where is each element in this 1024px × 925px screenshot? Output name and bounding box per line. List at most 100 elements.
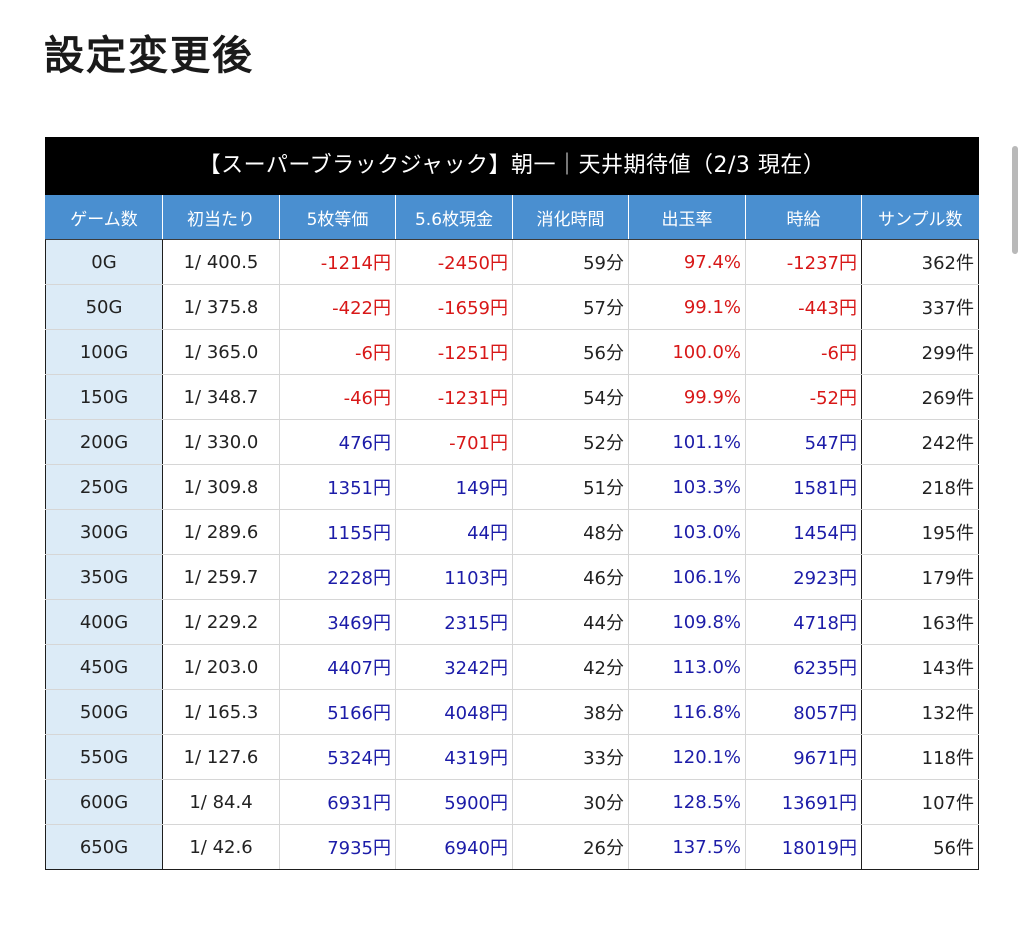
column-header-game-count: ゲーム数 [45, 195, 163, 240]
column-header-sample-count: サンプル数 [861, 195, 979, 240]
cell-first-hit: 1/ 365.0 [162, 329, 280, 375]
cell-hourly-wage: 547円 [745, 419, 862, 465]
vertical-scrollbar[interactable] [1012, 146, 1018, 254]
cell-play-time: 57分 [512, 284, 629, 330]
table-row: 0G 1/ 400.5 -1214円 -2450円 59分 97.4% -1237円 362件 [45, 239, 979, 285]
cell-5-6-coin-cash: 149円 [395, 464, 513, 510]
cell-first-hit: 1/ 229.2 [162, 599, 280, 645]
cell-first-hit: 1/ 348.7 [162, 374, 280, 420]
cell-payout-rate: 103.0% [628, 509, 746, 555]
table-row: 350G 1/ 259.7 2228円 1103円 46分 106.1% 2923円 179件 [45, 554, 979, 600]
cell-payout-rate: 100.0% [628, 329, 746, 375]
cell-game-count: 400G [45, 599, 163, 645]
cell-sample-count: 163件 [861, 599, 979, 645]
cell-play-time: 48分 [512, 509, 629, 555]
cell-5-coin-equal: 6931円 [279, 779, 396, 825]
cell-first-hit: 1/ 375.8 [162, 284, 280, 330]
cell-play-time: 59分 [512, 239, 629, 285]
table-row: 400G 1/ 229.2 3469円 2315円 44分 109.8% 4718円 163件 [45, 599, 979, 645]
cell-game-count: 550G [45, 734, 163, 780]
cell-first-hit: 1/ 42.6 [162, 824, 280, 870]
cell-hourly-wage: 9671円 [745, 734, 862, 780]
cell-payout-rate: 99.9% [628, 374, 746, 420]
cell-game-count: 250G [45, 464, 163, 510]
cell-payout-rate: 116.8% [628, 689, 746, 735]
cell-5-6-coin-cash: 4319円 [395, 734, 513, 780]
cell-sample-count: 362件 [861, 239, 979, 285]
cell-play-time: 26分 [512, 824, 629, 870]
cell-5-coin-equal: 1351円 [279, 464, 396, 510]
expected-value-table: 【スーパーブラックジャック】朝一｜天井期待値（2/3 現在） ゲーム数 初当たり… [45, 137, 979, 870]
cell-play-time: 52分 [512, 419, 629, 465]
cell-hourly-wage: 13691円 [745, 779, 862, 825]
cell-game-count: 450G [45, 644, 163, 690]
cell-game-count: 0G [45, 239, 163, 285]
cell-first-hit: 1/ 400.5 [162, 239, 280, 285]
cell-5-6-coin-cash: -2450円 [395, 239, 513, 285]
cell-5-6-coin-cash: 4048円 [395, 689, 513, 735]
cell-hourly-wage: -443円 [745, 284, 862, 330]
column-header-payout-rate: 出玉率 [628, 195, 746, 240]
cell-5-6-coin-cash: 5900円 [395, 779, 513, 825]
cell-5-6-coin-cash: -1231円 [395, 374, 513, 420]
cell-hourly-wage: -52円 [745, 374, 862, 420]
table-row: 250G 1/ 309.8 1351円 149円 51分 103.3% 1581円 218件 [45, 464, 979, 510]
cell-payout-rate: 106.1% [628, 554, 746, 600]
column-header-hourly-wage: 時給 [745, 195, 862, 240]
cell-hourly-wage: 8057円 [745, 689, 862, 735]
cell-play-time: 56分 [512, 329, 629, 375]
cell-5-6-coin-cash: 44円 [395, 509, 513, 555]
cell-5-coin-equal: 4407円 [279, 644, 396, 690]
table-row: 200G 1/ 330.0 476円 -701円 52分 101.1% 547円 242件 [45, 419, 979, 465]
column-header-5-6-coin-cash: 5.6枚現金 [395, 195, 513, 240]
cell-play-time: 46分 [512, 554, 629, 600]
cell-payout-rate: 97.4% [628, 239, 746, 285]
cell-game-count: 200G [45, 419, 163, 465]
cell-play-time: 42分 [512, 644, 629, 690]
cell-5-6-coin-cash: -1659円 [395, 284, 513, 330]
cell-first-hit: 1/ 330.0 [162, 419, 280, 465]
cell-first-hit: 1/ 309.8 [162, 464, 280, 510]
column-header-first-hit: 初当たり [162, 195, 280, 240]
cell-5-6-coin-cash: -701円 [395, 419, 513, 465]
cell-play-time: 33分 [512, 734, 629, 780]
page-title: 設定変更後 [44, 33, 254, 79]
cell-game-count: 600G [45, 779, 163, 825]
cell-play-time: 51分 [512, 464, 629, 510]
cell-payout-rate: 101.1% [628, 419, 746, 465]
table-header-row: ゲーム数 初当たり 5枚等価 5.6枚現金 消化時間 出玉率 時給 サンプル数 [45, 195, 979, 240]
cell-game-count: 50G [45, 284, 163, 330]
expected-value-table-container: 【スーパーブラックジャック】朝一｜天井期待値（2/3 現在） ゲーム数 初当たり… [45, 137, 979, 870]
cell-game-count: 650G [45, 824, 163, 870]
cell-payout-rate: 120.1% [628, 734, 746, 780]
cell-5-coin-equal: 1155円 [279, 509, 396, 555]
cell-first-hit: 1/ 84.4 [162, 779, 280, 825]
cell-payout-rate: 137.5% [628, 824, 746, 870]
cell-first-hit: 1/ 127.6 [162, 734, 280, 780]
cell-5-coin-equal: 476円 [279, 419, 396, 465]
cell-5-6-coin-cash: -1251円 [395, 329, 513, 375]
cell-5-coin-equal: 5166円 [279, 689, 396, 735]
table-row: 100G 1/ 365.0 -6円 -1251円 56分 100.0% -6円 299件 [45, 329, 979, 375]
cell-5-6-coin-cash: 1103円 [395, 554, 513, 600]
cell-hourly-wage: 6235円 [745, 644, 862, 690]
cell-5-coin-equal: 2228円 [279, 554, 396, 600]
cell-5-coin-equal: 5324円 [279, 734, 396, 780]
table-row: 50G 1/ 375.8 -422円 -1659円 57分 99.1% -443円 337件 [45, 284, 979, 330]
cell-5-coin-equal: 3469円 [279, 599, 396, 645]
cell-payout-rate: 113.0% [628, 644, 746, 690]
cell-hourly-wage: 4718円 [745, 599, 862, 645]
table-body: 0G 1/ 400.5 -1214円 -2450円 59分 97.4% -1237円 362件… [45, 239, 979, 870]
cell-game-count: 350G [45, 554, 163, 600]
table-row: 650G 1/ 42.6 7935円 6940円 26分 137.5% 18019円 56件 [45, 824, 979, 870]
cell-game-count: 150G [45, 374, 163, 420]
cell-5-6-coin-cash: 2315円 [395, 599, 513, 645]
cell-sample-count: 56件 [861, 824, 979, 870]
cell-first-hit: 1/ 203.0 [162, 644, 280, 690]
cell-hourly-wage: 18019円 [745, 824, 862, 870]
table-row: 600G 1/ 84.4 6931円 5900円 30分 128.5% 13691円 107件 [45, 779, 979, 825]
column-header-5-coin-equal: 5枚等価 [279, 195, 396, 240]
cell-hourly-wage: -6円 [745, 329, 862, 375]
cell-sample-count: 337件 [861, 284, 979, 330]
column-header-play-time: 消化時間 [512, 195, 629, 240]
